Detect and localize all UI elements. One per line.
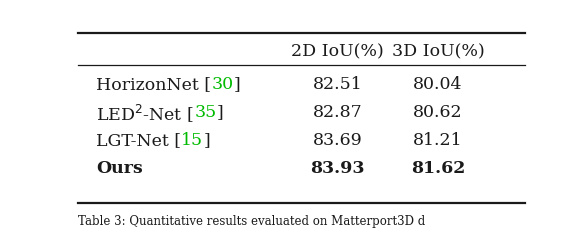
Text: 82.51: 82.51	[313, 76, 363, 93]
Text: LGT-Net [: LGT-Net [	[96, 132, 181, 149]
Text: 80.04: 80.04	[413, 76, 463, 93]
Text: 81.21: 81.21	[413, 132, 463, 149]
Text: ]: ]	[216, 104, 223, 121]
Text: 2D IoU(%): 2D IoU(%)	[292, 43, 384, 60]
Text: 83.69: 83.69	[313, 132, 363, 149]
Text: 81.62: 81.62	[411, 160, 465, 177]
Text: 83.93: 83.93	[310, 160, 365, 177]
Text: 30: 30	[211, 76, 233, 93]
Text: 82.87: 82.87	[313, 104, 363, 121]
Text: 15: 15	[181, 132, 203, 149]
Text: ]: ]	[203, 132, 210, 149]
Text: ]: ]	[233, 76, 240, 93]
Text: 3D IoU(%): 3D IoU(%)	[392, 43, 485, 60]
Text: 80.62: 80.62	[413, 104, 463, 121]
Text: HorizonNet [: HorizonNet [	[96, 76, 211, 93]
Text: LED$^2$-Net [: LED$^2$-Net [	[96, 102, 194, 124]
Text: 35: 35	[194, 104, 216, 121]
Text: Ours: Ours	[96, 160, 143, 177]
Text: Table 3: Quantitative results evaluated on Matterport3D d: Table 3: Quantitative results evaluated …	[78, 216, 425, 228]
